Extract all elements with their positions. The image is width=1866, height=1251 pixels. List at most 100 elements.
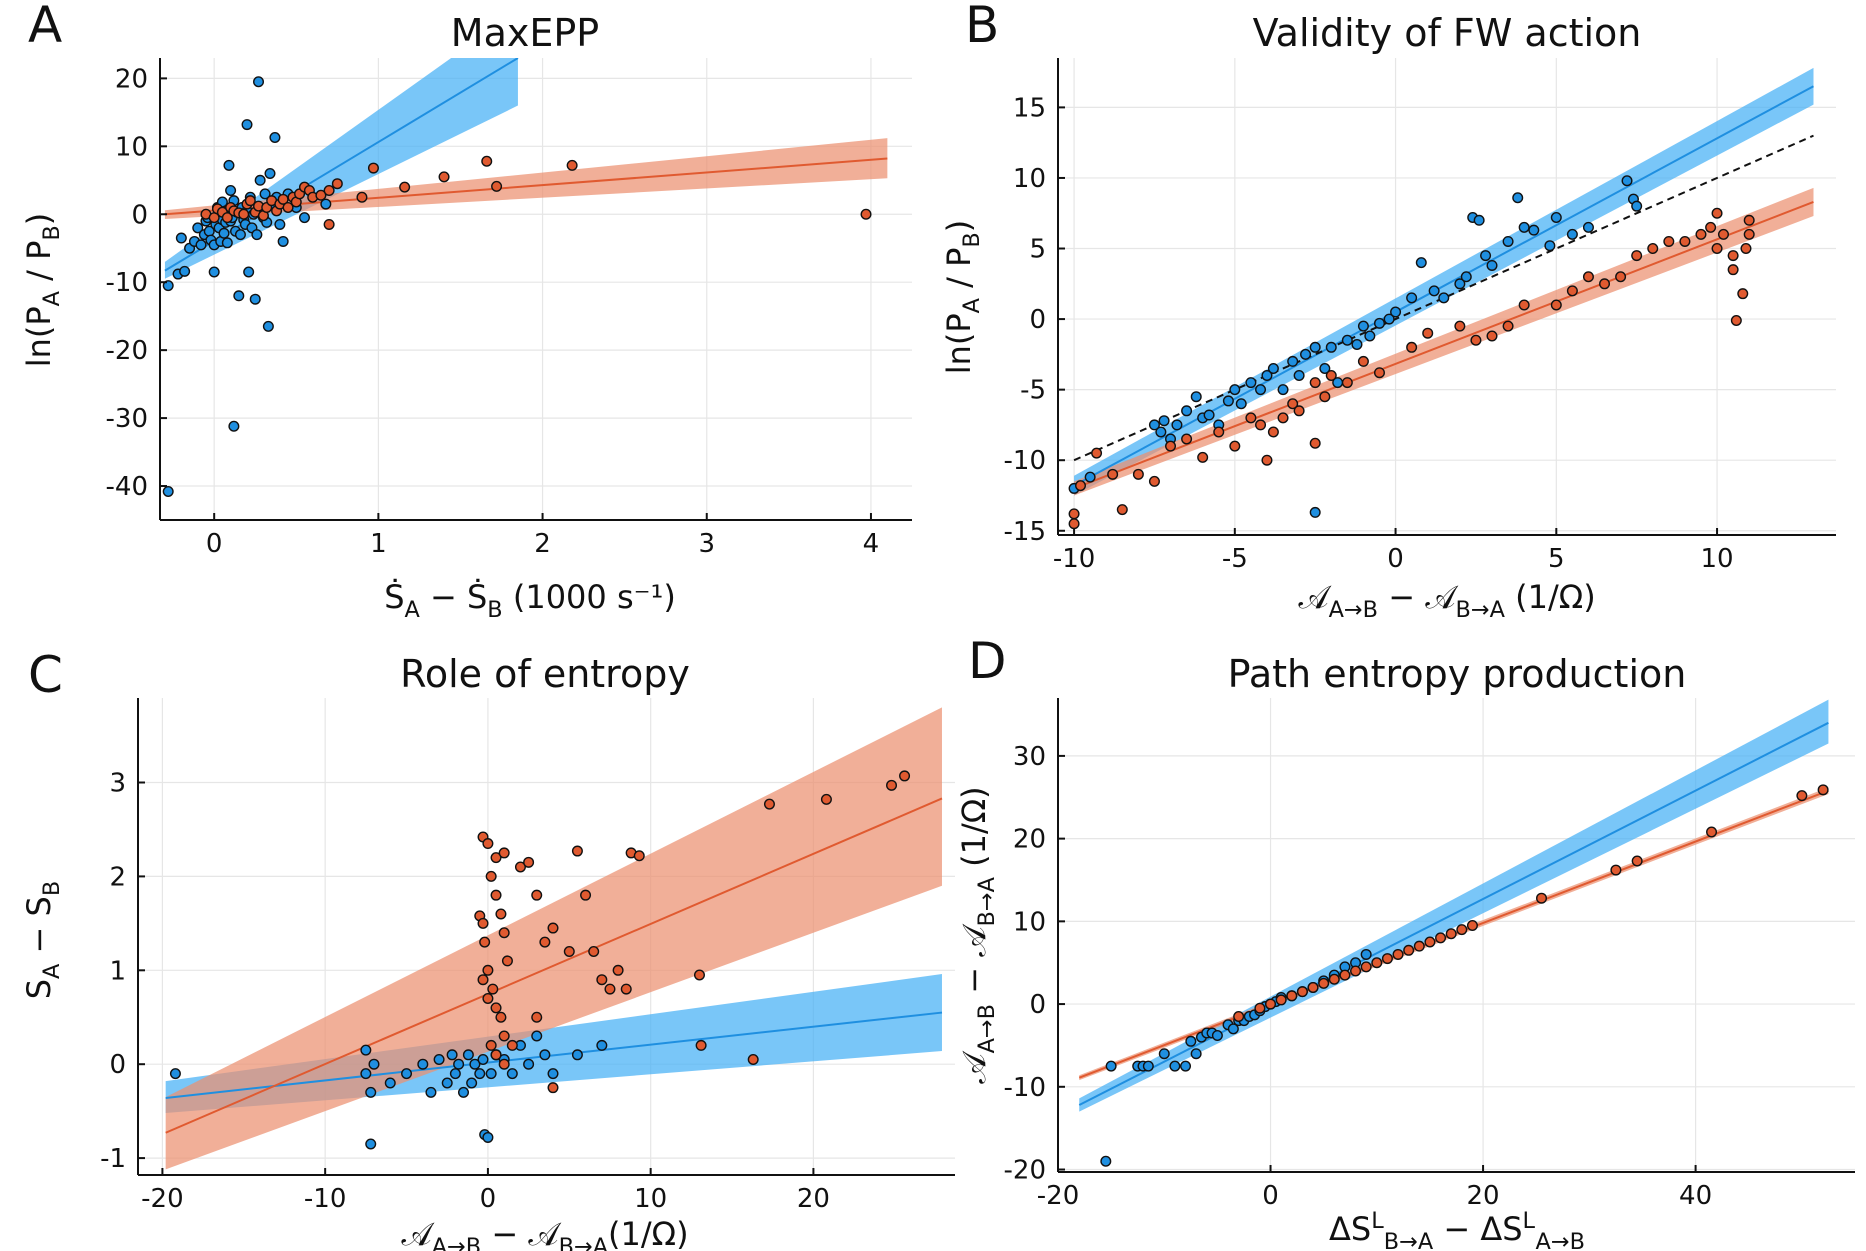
red-point [1435, 932, 1447, 944]
panel-a: 0 1 2 3 4 -40 -30 -20 -10 0 10 20 MaxEPP A ṠA − ṠB (10… [20, 0, 912, 623]
blue-point [1518, 221, 1530, 233]
blue-point [1100, 1155, 1112, 1167]
red-point [356, 191, 368, 203]
blue-point [1180, 1060, 1192, 1072]
red-point [1406, 341, 1418, 353]
red-point [1325, 370, 1337, 382]
blue-point [1582, 221, 1594, 233]
x-axis-label: 𝒜A→B − 𝒜B→A(1/Ω) [401, 1215, 688, 1251]
blue-point [1621, 175, 1633, 187]
blue-point [221, 237, 233, 249]
red-point [331, 178, 343, 190]
blue-point [162, 485, 174, 497]
blue-point [1222, 395, 1234, 407]
y-axis-label: ln(PA / PB) [20, 213, 65, 368]
blue-point [1235, 398, 1247, 410]
red-point [1197, 451, 1209, 463]
red-point [860, 208, 872, 220]
blue-point [384, 1077, 396, 1089]
red-point [1727, 250, 1739, 262]
red-point [1599, 278, 1611, 290]
blue-point [1309, 341, 1321, 353]
blue-point [1373, 317, 1385, 329]
red-point [1307, 982, 1319, 994]
red-point [1309, 437, 1321, 449]
blue-point [425, 1086, 437, 1098]
red-point [1254, 1002, 1266, 1014]
grid [160, 58, 912, 520]
red-point [1116, 504, 1128, 516]
blue-point [1261, 370, 1273, 382]
blue-point [1566, 228, 1578, 240]
red-point [571, 845, 583, 857]
red-point [1727, 264, 1739, 276]
plot-area [162, 58, 888, 497]
blue-point [462, 1049, 474, 1061]
red-point [1075, 480, 1087, 492]
y-tick-label: 10 [1013, 164, 1046, 194]
red-point [238, 208, 250, 220]
red-point [1466, 919, 1478, 931]
blue-point [469, 1058, 481, 1070]
blue-point [433, 1054, 445, 1066]
blue-point [1360, 948, 1372, 960]
x-tick-label: 2 [534, 529, 551, 559]
blue-point [441, 1077, 453, 1089]
red-point [1148, 475, 1160, 487]
red-point [596, 974, 608, 986]
blue-point [485, 1068, 497, 1080]
blue-series [169, 1030, 608, 1150]
red-point [1265, 998, 1277, 1010]
red-point [1679, 235, 1691, 247]
y-tick-label: -20 [1004, 1156, 1046, 1186]
blue-point [253, 76, 265, 88]
red-point [1550, 299, 1562, 311]
red-point [620, 983, 632, 995]
y-tick-label: 20 [115, 64, 148, 94]
red-point [1371, 957, 1383, 969]
red-point [438, 171, 450, 183]
blue-point [1171, 419, 1183, 431]
blue-point [277, 235, 289, 247]
y-tick-label: -10 [106, 268, 148, 298]
blue-point [1383, 313, 1395, 325]
red-series [1068, 207, 1755, 530]
red-series [474, 770, 911, 1094]
panel-label: B [965, 0, 999, 54]
red-point [244, 195, 256, 207]
blue-point [1486, 259, 1498, 271]
red-point [1293, 405, 1305, 417]
blue-point [251, 229, 263, 241]
red-point [1339, 969, 1351, 981]
y-axis-label: 𝒜A→B − 𝒜B→A (1/Ω) [955, 786, 1000, 1083]
blue-point [539, 1049, 551, 1061]
y-tick-label: -5 [1020, 376, 1046, 406]
red-point [1360, 961, 1372, 973]
red-confidence-band [164, 138, 888, 220]
blue-point [1267, 362, 1279, 374]
red-point [498, 1058, 510, 1070]
blue-point [1190, 391, 1202, 403]
red-point [1663, 235, 1675, 247]
red-point [1318, 977, 1330, 989]
y-tick-label: -1 [100, 1144, 126, 1174]
x-tick-label: 10 [634, 1184, 667, 1214]
x-tick-label: 20 [797, 1184, 830, 1214]
red-point [1743, 214, 1755, 226]
blue-point [1190, 1048, 1202, 1060]
red-point [1373, 367, 1385, 379]
red-series [1233, 784, 1829, 1022]
blue-point [453, 1058, 465, 1070]
red-point [1403, 944, 1415, 956]
blue-point [1502, 235, 1514, 247]
plot-area [1078, 699, 1829, 1167]
red-point [1454, 320, 1466, 332]
y-tick-label: -10 [1004, 446, 1046, 476]
blue-point [234, 229, 246, 241]
x-tick-label: 1 [370, 529, 387, 559]
blue-fit-line [1078, 721, 1829, 1106]
y-tick-label: 10 [115, 132, 148, 162]
red-point [1181, 433, 1193, 445]
blue-point [1550, 211, 1562, 223]
